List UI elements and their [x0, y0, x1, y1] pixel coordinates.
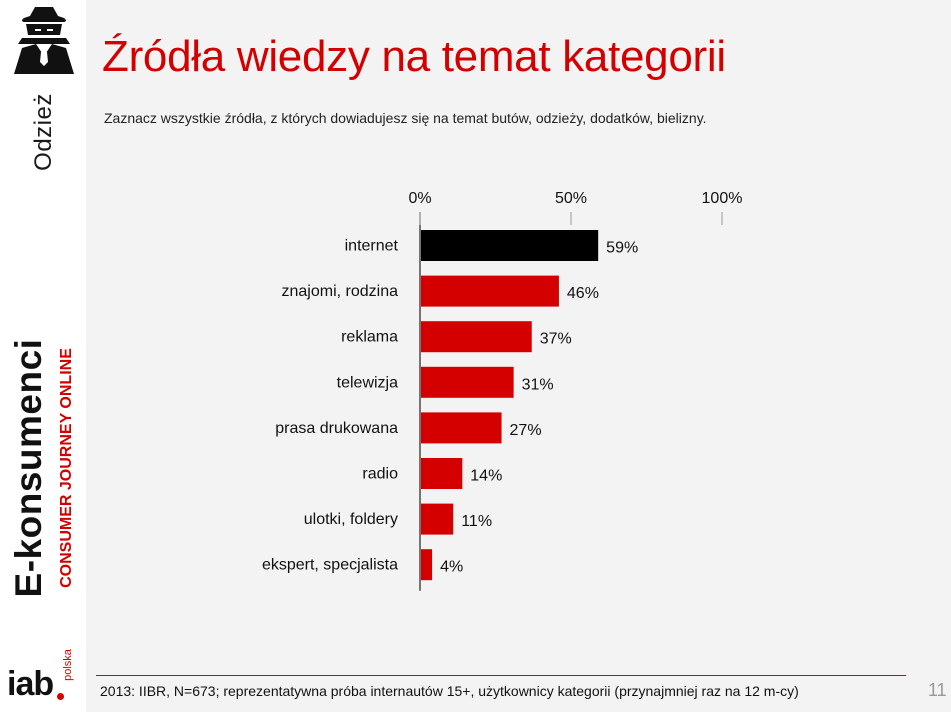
page-number: 11	[928, 680, 947, 700]
x-tick-label: 100%	[702, 190, 743, 207]
data-label: 46%	[567, 285, 599, 302]
bar	[421, 458, 463, 489]
question-text: Zaznacz wszystkie źródła, z których dowi…	[104, 110, 707, 126]
bar	[421, 275, 559, 307]
bar	[421, 366, 514, 398]
x-tick-label: 0%	[408, 190, 431, 207]
category-label: reklama	[341, 329, 398, 346]
footer-divider	[96, 675, 906, 676]
category-label: ulotki, foldery	[304, 511, 398, 528]
category-label: internet	[345, 238, 399, 255]
page-title: Źródła wiedzy na temat kategorii	[102, 32, 726, 81]
spy-icon	[14, 7, 74, 74]
iab-logo-dot	[57, 693, 64, 700]
category-label: telewizja	[337, 374, 398, 391]
iab-logo: iab	[7, 665, 54, 703]
category-label: radio	[362, 466, 398, 483]
source-note: 2013: IIBR, N=673; reprezentatywna próba…	[100, 683, 799, 699]
bar	[421, 321, 532, 353]
bar	[421, 230, 599, 261]
data-label: 59%	[606, 240, 638, 257]
bar	[421, 549, 433, 581]
data-label: 11%	[461, 513, 492, 530]
bar	[421, 503, 454, 535]
x-tick-label: 50%	[555, 190, 587, 207]
category-label: prasa drukowana	[275, 420, 398, 437]
data-label: 27%	[510, 422, 542, 439]
slide-background	[86, 0, 951, 712]
sidebar	[0, 0, 86, 712]
category-label: znajomi, rodzina	[282, 283, 399, 300]
data-label: 37%	[540, 331, 572, 348]
data-label: 4%	[440, 559, 463, 576]
data-label: 31%	[522, 376, 554, 393]
category-label: ekspert, specjalista	[262, 557, 398, 574]
data-label: 14%	[470, 468, 502, 485]
bar	[421, 412, 502, 444]
